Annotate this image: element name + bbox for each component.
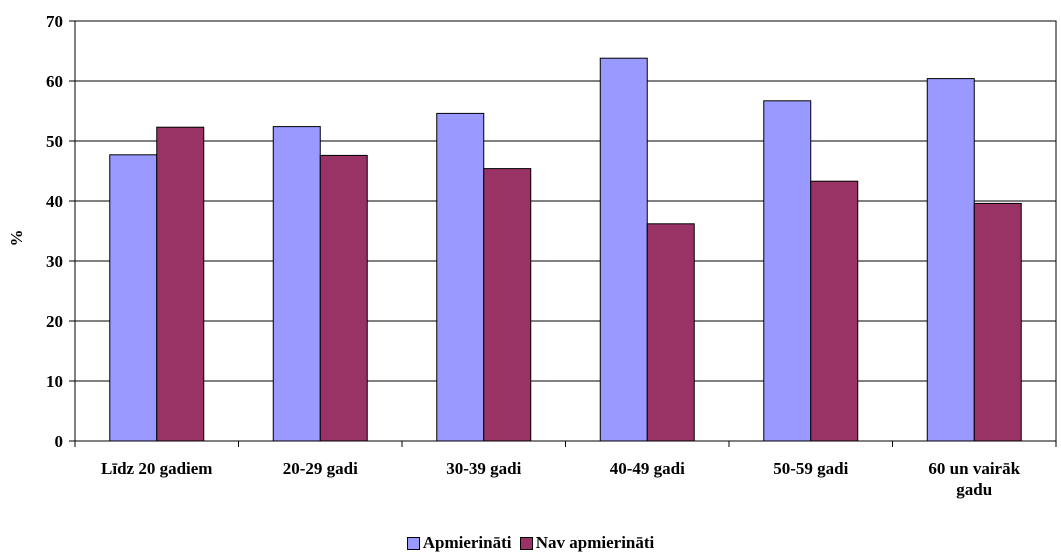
bar-nav-apmierināti (973, 202, 1022, 442)
plot-frame (74, 20, 1057, 442)
tick-labels: 0 10 20 30 40 50 60 70 Līdz 20 gadiem 20-29 gadi 3… (46, 12, 1021, 499)
bar-nav-apmierināti (156, 126, 205, 442)
y-tick-label: 10 (46, 372, 63, 391)
bar-chart: 0 10 20 30 40 50 60 70 Līdz 20 gadiem 20-29 gadi 3… (7, 12, 1057, 499)
gridlines (75, 20, 1056, 382)
bar-nav-apmierināti (319, 154, 368, 442)
bar-apmierināti (272, 126, 321, 442)
bar-apmierināti (763, 100, 812, 442)
x-tick-label: 50-59 gadi (773, 459, 848, 478)
y-tick-label: 20 (46, 312, 63, 331)
legend-label-series-2: Nav apmierināti (535, 533, 655, 552)
bar-nav-apmierināti (646, 223, 695, 442)
legend-swatch-series-1 (406, 536, 420, 550)
y-tick-label: 40 (46, 192, 63, 211)
bar-apmierināti (109, 154, 158, 442)
y-tick-label: 0 (55, 432, 64, 451)
y-axis-label: % (7, 230, 26, 247)
x-tick-label: 30-39 gadi (446, 459, 521, 478)
bar-apmierināti (599, 57, 648, 442)
x-tick-label: 20-29 gadi (283, 459, 358, 478)
bar-apmierināti (436, 112, 485, 442)
y-tick-label: 60 (46, 72, 63, 91)
legend-item-series-1: Apmierināti (406, 533, 512, 553)
x-tick-label: gadu (956, 480, 992, 499)
legend-swatch-series-2 (519, 536, 533, 550)
y-tick-label: 30 (46, 252, 63, 271)
x-tick-label: 60 un vairāk (928, 459, 1020, 478)
legend: Apmierināti Nav apmierināti (0, 533, 1061, 555)
bars (109, 57, 1022, 442)
y-tick-label: 70 (46, 12, 63, 31)
x-tick-label: Līdz 20 gadiem (101, 459, 212, 478)
bar-apmierināti (926, 78, 975, 442)
y-tick-label: 50 (46, 132, 63, 151)
legend-label-series-1: Apmierināti (422, 533, 512, 552)
bar-nav-apmierināti (483, 168, 532, 442)
bar-nav-apmierināti (810, 180, 859, 442)
axes (69, 20, 1057, 447)
legend-item-series-2: Nav apmierināti (519, 533, 655, 553)
x-tick-label: 40-49 gadi (610, 459, 685, 478)
